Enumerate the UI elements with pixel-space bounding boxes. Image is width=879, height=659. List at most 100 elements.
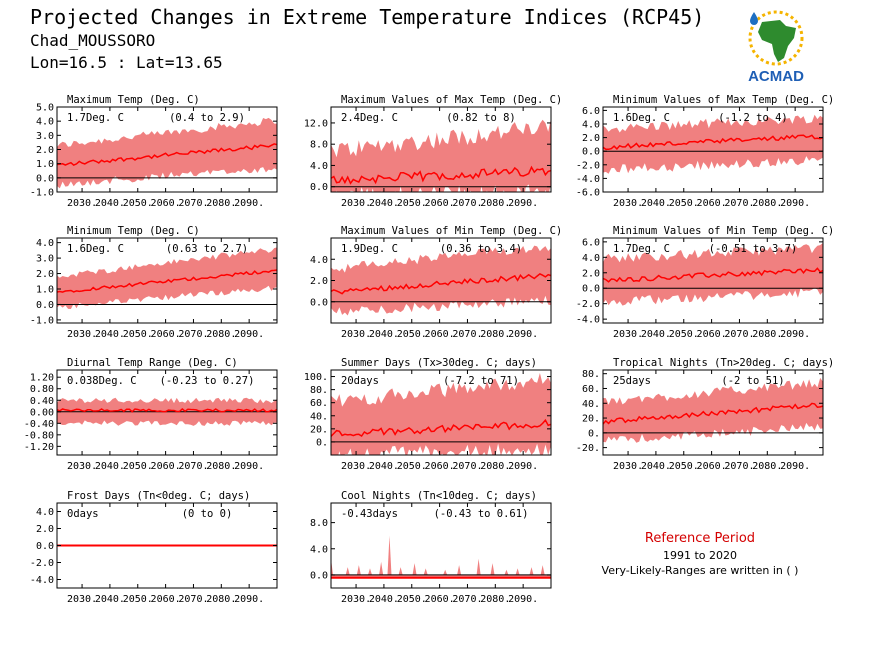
- median-line: [331, 418, 551, 438]
- chart-panel-6: -4.0 -2.0 0.0 2.0 4.0 6.0 2030.2040.2050.2060.…: [576, 225, 834, 340]
- y-tick-label: -1.0: [30, 188, 54, 199]
- range-spike: [423, 568, 428, 575]
- x-tick-label: 2060.: [425, 329, 455, 340]
- y-tick-label: -4.0: [576, 315, 600, 326]
- x-tick-label: 2080.: [206, 461, 236, 472]
- range-spike: [412, 563, 417, 575]
- y-tick-label: 5.0: [36, 103, 54, 114]
- panel-stat: 20days: [341, 375, 379, 387]
- panel-stat: 1.7Deg. C: [67, 112, 124, 124]
- y-tick-label: 4.0: [310, 544, 328, 555]
- plot-frame: [330, 502, 552, 589]
- x-tick-label: 2050.: [669, 461, 699, 472]
- very-likely-range-band: [603, 377, 823, 443]
- x-tick-label: 2070.: [178, 329, 208, 340]
- y-tick-label: 0.0: [36, 173, 54, 184]
- x-tick-label: 2050.: [397, 198, 427, 209]
- x-tick-label: 2040.: [95, 198, 125, 209]
- y-tick-label: 60.: [310, 398, 328, 409]
- x-tick-label: 2060.: [151, 329, 181, 340]
- panel-title: Maximum Values of Min Temp (Deg. C): [341, 225, 562, 237]
- x-tick-label: 2040.: [369, 461, 399, 472]
- y-tick-label: -4.0: [30, 575, 54, 586]
- range-spike: [490, 563, 495, 575]
- median-line: [57, 408, 277, 413]
- plot-frame: [330, 369, 552, 456]
- x-tick-label: 2070.: [178, 461, 208, 472]
- plot-area: [57, 117, 277, 189]
- x-tick-label: 2090.: [508, 329, 538, 340]
- median-line: [57, 269, 277, 293]
- plot-area: [57, 247, 277, 309]
- very-likely-range-band: [331, 373, 551, 455]
- plot-frame: [56, 369, 278, 456]
- panel-range: (-2 to 51): [721, 375, 784, 387]
- x-tick-label: 2090.: [780, 198, 810, 209]
- median-line: [331, 273, 551, 295]
- logo-africa: [758, 20, 796, 62]
- range-spike: [515, 568, 520, 575]
- y-tick-label: 2.0: [36, 524, 54, 535]
- x-tick-label: 2040.: [95, 329, 125, 340]
- plot-area: [331, 373, 551, 455]
- reference-period: 1991 to 2020: [662, 549, 738, 562]
- x-tick-label: 2030.: [67, 329, 97, 340]
- plot-frame: [602, 106, 824, 193]
- y-tick-label: 4.0: [582, 253, 600, 264]
- x-tick-label: 2030.: [67, 461, 97, 472]
- y-tick-label: 3.0: [36, 131, 54, 142]
- very-likely-range-band: [331, 118, 551, 192]
- x-tick-label: 2030.: [67, 594, 97, 605]
- y-tick-label: 8.0: [310, 518, 328, 529]
- x-tick-label: 2040.: [369, 594, 399, 605]
- chart-panel-4: -1.00.01.02.03.04.02030.2040.2050.2060.2…: [30, 225, 278, 340]
- y-tick-label: 20.: [582, 414, 600, 425]
- range-spike: [529, 567, 534, 575]
- plot-area: [57, 397, 277, 426]
- panel-range: (0.4 to 2.9): [169, 112, 245, 124]
- chart-panel-1: -1.0 0.0 1.0 2.0 3.0 4.0 5.0 2030.2040.2050.206…: [30, 94, 278, 209]
- logo-text: ACMAD: [748, 68, 804, 84]
- chart-panel-2: 0.04.08.012.02030.2040.2050.2060.2070.20…: [304, 94, 562, 209]
- range-note: Very-Likely-Ranges are written in ( ): [601, 564, 799, 577]
- median-line: [331, 165, 551, 185]
- plot-frame: [56, 237, 278, 324]
- x-tick-label: 2040.: [95, 594, 125, 605]
- range-spike: [398, 567, 403, 575]
- x-tick-label: 2050.: [123, 329, 153, 340]
- title-block: Projected Changes in Extreme Temperature…: [30, 4, 704, 74]
- chart-panel-3: -6.0-4.0-2.00.02.04.06.02030.2040.2050.2…: [576, 94, 834, 209]
- plot-area: [331, 245, 551, 316]
- y-tick-label: 6.0: [582, 237, 600, 248]
- x-tick-label: 2070.: [724, 198, 754, 209]
- chart-panel-11: 0.0 4.0 8.0 2030.2040.2050.2060.2070.2080.2…: [310, 490, 552, 605]
- x-tick-label: 2070.: [452, 329, 482, 340]
- x-tick-label: 2070.: [452, 594, 482, 605]
- x-tick-label: 2050.: [123, 198, 153, 209]
- panel-stat: 1.6Deg. C: [613, 112, 670, 124]
- x-tick-label: 2090.: [508, 198, 538, 209]
- x-tick-label: 2050.: [397, 594, 427, 605]
- range-spike: [540, 565, 545, 575]
- range-spike: [387, 535, 392, 575]
- x-tick-label: 2080.: [480, 461, 510, 472]
- y-tick-label: 6.0: [582, 106, 600, 117]
- x-tick-label: 2030.: [613, 198, 643, 209]
- panel-title: Summer Days (Tx>30deg. C; days): [341, 357, 537, 369]
- plot-area: [331, 535, 551, 579]
- x-tick-label: 2030.: [613, 329, 643, 340]
- panel-title: Diurnal Temp Range (Deg. C): [67, 357, 238, 369]
- panel-stat: 2.4Deg. C: [341, 112, 398, 124]
- x-tick-label: 2070.: [452, 198, 482, 209]
- x-tick-label: 2090.: [234, 594, 264, 605]
- y-tick-label: 1.0: [36, 285, 54, 296]
- plot-frame: [330, 106, 552, 193]
- x-tick-label: 2030.: [341, 198, 371, 209]
- x-tick-label: 2040.: [641, 461, 671, 472]
- y-tick-label: 0.0: [310, 182, 328, 193]
- y-tick-label: 3.0: [36, 254, 54, 265]
- x-tick-label: 2050.: [397, 329, 427, 340]
- plot-area: [603, 377, 823, 443]
- x-tick-label: 2050.: [123, 594, 153, 605]
- x-tick-label: 2060.: [151, 461, 181, 472]
